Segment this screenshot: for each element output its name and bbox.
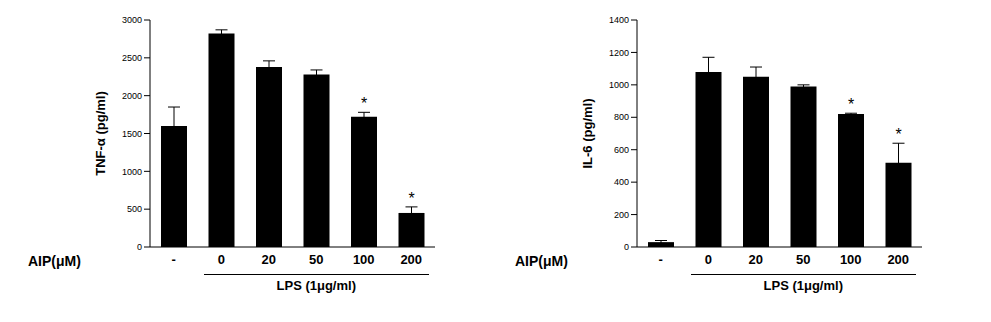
svg-text:500: 500 xyxy=(127,204,142,214)
svg-text:600: 600 xyxy=(614,145,629,155)
svg-text:200: 200 xyxy=(614,210,629,220)
svg-text:IL-6 (pg/ml): IL-6 (pg/ml) xyxy=(580,98,595,168)
svg-text:*: * xyxy=(848,96,854,113)
svg-text:2000: 2000 xyxy=(122,91,142,101)
svg-text:200: 200 xyxy=(887,252,909,267)
svg-text:*: * xyxy=(361,95,367,112)
svg-text:2500: 2500 xyxy=(122,53,142,63)
svg-text:TNF-α (pg/ml): TNF-α (pg/ml) xyxy=(93,91,108,176)
svg-text:-: - xyxy=(659,252,663,267)
svg-text:100: 100 xyxy=(840,252,862,267)
svg-text:1500: 1500 xyxy=(122,129,142,139)
html-text:LPS (1μg/ml): LPS (1μg/ml) xyxy=(763,278,843,293)
svg-text:20: 20 xyxy=(262,252,276,267)
html-text:LPS (1μg/ml): LPS (1μg/ml) xyxy=(276,278,356,293)
svg-text:0: 0 xyxy=(218,252,225,267)
svg-text:-: - xyxy=(172,252,176,267)
svg-text:50: 50 xyxy=(796,252,810,267)
svg-text:200: 200 xyxy=(400,252,422,267)
svg-text:0: 0 xyxy=(624,242,629,252)
svg-text:1000: 1000 xyxy=(122,167,142,177)
svg-text:0: 0 xyxy=(705,252,712,267)
html-text:AIP(μM): AIP(μM) xyxy=(28,253,81,269)
svg-text:800: 800 xyxy=(614,112,629,122)
svg-text:0: 0 xyxy=(137,242,142,252)
svg-text:*: * xyxy=(895,126,901,143)
svg-text:1400: 1400 xyxy=(609,15,629,25)
svg-text:100: 100 xyxy=(353,252,375,267)
svg-text:50: 50 xyxy=(309,252,323,267)
svg-text:3000: 3000 xyxy=(122,15,142,25)
html-text:AIP(μM): AIP(μM) xyxy=(515,253,568,269)
svg-text:400: 400 xyxy=(614,177,629,187)
svg-text:*: * xyxy=(408,190,414,207)
svg-text:1200: 1200 xyxy=(609,48,629,58)
svg-text:20: 20 xyxy=(749,252,763,267)
svg-text:1000: 1000 xyxy=(609,80,629,90)
